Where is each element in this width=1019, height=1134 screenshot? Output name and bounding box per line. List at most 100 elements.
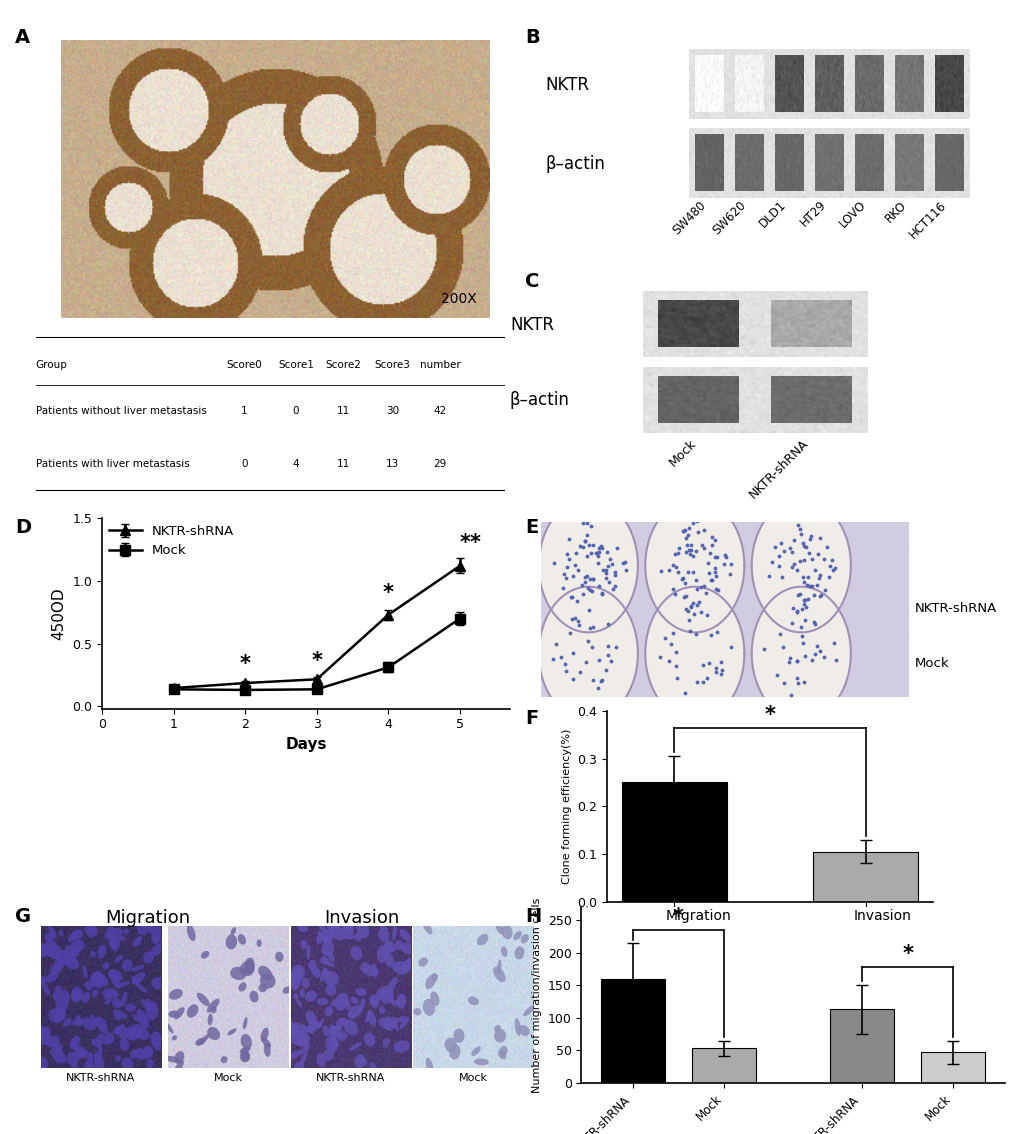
Text: Invasion: Invasion [324,909,399,928]
Ellipse shape [330,923,336,932]
Ellipse shape [197,992,210,1006]
Ellipse shape [152,926,165,941]
Ellipse shape [324,960,334,966]
Ellipse shape [90,950,96,957]
Ellipse shape [340,1017,347,1026]
Ellipse shape [318,931,328,942]
Ellipse shape [94,1016,108,1031]
Ellipse shape [76,1050,89,1058]
Text: RKO: RKO [881,198,908,225]
Bar [920,1052,984,1083]
Text: 29: 29 [433,458,446,468]
Ellipse shape [391,1000,400,1006]
Ellipse shape [355,988,367,996]
Ellipse shape [297,921,308,932]
Ellipse shape [341,922,354,934]
Ellipse shape [125,1004,136,1012]
Ellipse shape [108,937,120,949]
Ellipse shape [398,1016,405,1022]
Ellipse shape [425,1058,433,1076]
Ellipse shape [92,971,102,985]
Ellipse shape [387,1017,398,1025]
Ellipse shape [287,1032,302,1046]
Text: **: ** [460,533,481,553]
Ellipse shape [316,998,328,1005]
Text: C: C [525,272,539,291]
Ellipse shape [391,1021,398,1031]
Ellipse shape [264,1043,270,1057]
Ellipse shape [46,1036,59,1048]
Ellipse shape [59,930,63,937]
Text: D: D [15,518,32,538]
Text: 200X: 200X [440,293,476,306]
Bar [692,1049,756,1083]
Ellipse shape [186,924,196,941]
Ellipse shape [67,933,75,942]
Bar [600,979,664,1083]
Text: 0: 0 [242,458,248,468]
Ellipse shape [393,1040,410,1052]
Ellipse shape [448,1044,460,1059]
Ellipse shape [400,942,415,955]
Ellipse shape [60,990,69,1004]
Text: H: H [525,907,541,926]
Ellipse shape [355,932,362,941]
Ellipse shape [329,1025,340,1039]
Ellipse shape [500,947,507,957]
Ellipse shape [230,967,247,980]
Ellipse shape [343,933,356,940]
Ellipse shape [50,965,59,974]
Ellipse shape [287,1029,301,1041]
Ellipse shape [54,963,62,974]
Ellipse shape [261,1038,271,1048]
Text: β–actin: β–actin [510,391,570,409]
Ellipse shape [208,1014,213,1025]
Y-axis label: 450OD: 450OD [52,587,66,640]
Ellipse shape [308,1017,315,1034]
Text: NKTR-shRNA: NKTR-shRNA [914,602,997,616]
Ellipse shape [500,924,513,939]
Text: Score0: Score0 [226,359,262,370]
Ellipse shape [474,1058,488,1065]
Ellipse shape [82,992,91,1002]
Ellipse shape [258,983,267,992]
Ellipse shape [45,940,57,954]
Ellipse shape [372,963,377,978]
Text: 13: 13 [385,458,398,468]
Ellipse shape [384,940,395,953]
Ellipse shape [118,1026,127,1039]
Ellipse shape [136,1048,145,1059]
Ellipse shape [110,933,118,943]
Text: *: * [311,651,322,670]
Ellipse shape [87,928,98,938]
Ellipse shape [131,975,140,984]
Text: SW480: SW480 [669,198,708,237]
Ellipse shape [320,967,326,982]
Ellipse shape [173,1060,183,1074]
Text: Patients with liver metastasis: Patients with liver metastasis [36,458,190,468]
Text: NKTR: NKTR [510,316,553,335]
Ellipse shape [195,1038,205,1046]
Ellipse shape [71,929,83,940]
Ellipse shape [141,998,151,1012]
Ellipse shape [382,942,391,955]
Text: A: A [15,28,31,48]
Ellipse shape [114,955,123,963]
Ellipse shape [46,972,58,983]
Ellipse shape [300,989,305,998]
Ellipse shape [71,947,79,958]
Ellipse shape [316,1053,325,1067]
Text: 4: 4 [292,458,300,468]
Ellipse shape [499,1046,507,1056]
Ellipse shape [43,947,52,957]
Ellipse shape [296,998,302,1007]
Ellipse shape [141,1021,149,1030]
Ellipse shape [316,933,323,945]
Ellipse shape [376,988,386,1000]
Ellipse shape [164,1056,180,1063]
Text: Mock: Mock [665,437,698,468]
Ellipse shape [128,1024,143,1040]
Ellipse shape [306,1010,317,1025]
Ellipse shape [297,1047,310,1056]
Ellipse shape [82,1017,96,1031]
